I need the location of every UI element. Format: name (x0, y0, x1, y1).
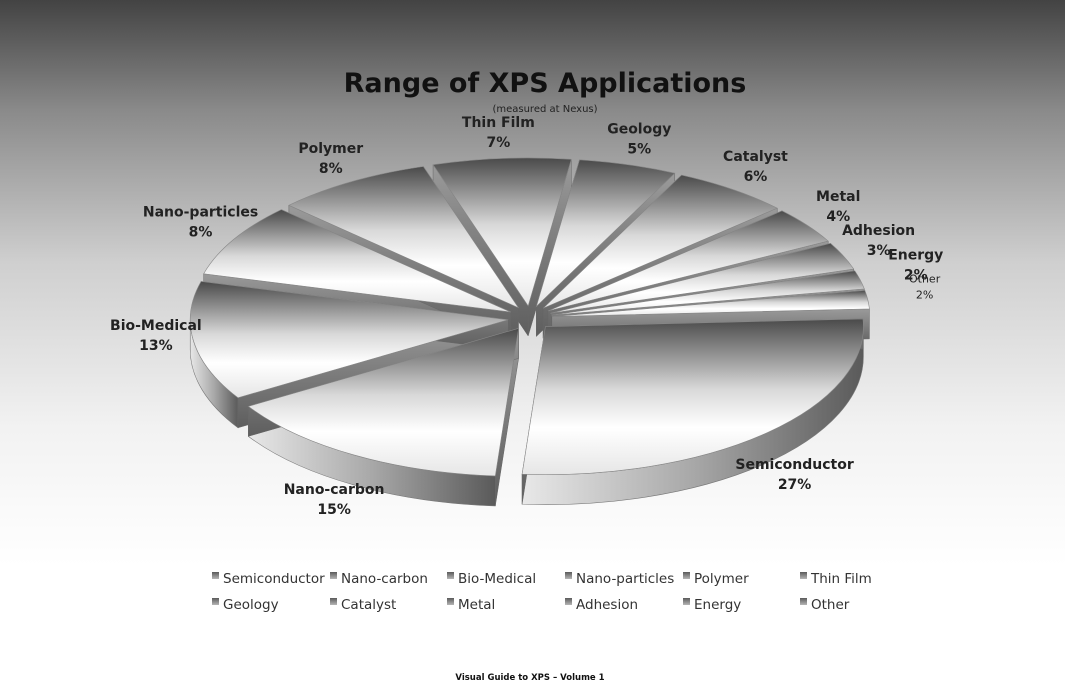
pie-slice-top (550, 243, 855, 314)
chart-subtitle: (measured at Nexus) (492, 104, 597, 115)
slice-label-adhesion: Adhesion (842, 223, 915, 239)
pie-slice-top (203, 209, 511, 313)
legend-label-catalyst: Catalyst (341, 597, 396, 613)
pie-slice-top (542, 174, 778, 309)
slice-label-other: Other (909, 273, 941, 286)
legend-label-nano-particles: Nano-particles (576, 571, 674, 587)
slice-value-catalyst: 6% (744, 169, 768, 185)
legend-swatch-nano-particles (565, 572, 572, 579)
legend-swatch-adhesion (565, 598, 572, 605)
pie-slice-top (551, 270, 865, 316)
slice-value-metal: 4% (826, 209, 850, 225)
slice-labels: Semiconductor 27% Nano-carbon 15% Bio-Medica… (110, 115, 943, 518)
pie-slice-top (547, 210, 829, 312)
pie-slice-nano-carbon (247, 327, 519, 507)
slice-value-polymer: 8% (319, 161, 343, 177)
legend-label-metal: Metal (458, 597, 495, 613)
slice-value-energy: 2% (904, 267, 928, 283)
legend-label-thin-film: Thin Film (810, 571, 872, 587)
slice-value-adhesion: 3% (867, 243, 891, 259)
slice-label-polymer: Polymer (298, 141, 363, 157)
pie-slice-top (521, 318, 864, 475)
slice-value-bio-medical: 13% (139, 338, 173, 354)
legend-label-other: Other (811, 597, 850, 613)
legend-swatch-energy (683, 598, 690, 605)
pie-slice-top (247, 327, 519, 477)
pie-slice-top (535, 159, 676, 308)
slice-value-semiconductor: 27% (778, 477, 812, 493)
legend-label-adhesion: Adhesion (576, 597, 638, 613)
chart-title: Range of XPS Applications (344, 68, 747, 99)
legend-swatch-other (800, 598, 807, 605)
legend-label-polymer: Polymer (694, 571, 749, 587)
slice-value-nano-carbon: 15% (317, 502, 351, 518)
pie-slice-top (432, 157, 572, 307)
slice-value-nano-particles: 8% (189, 225, 213, 241)
pie-slice-top (189, 281, 509, 399)
slice-label-catalyst: Catalyst (723, 149, 788, 165)
slice-label-bio-medical: Bio-Medical (110, 318, 202, 334)
slice-label-nano-carbon: Nano-carbon (284, 482, 385, 498)
legend-swatch-bio-medical (447, 572, 454, 579)
legend-swatch-metal (447, 598, 454, 605)
legend-swatch-thin-film (800, 572, 807, 579)
slice-value-thin-film: 7% (486, 135, 510, 151)
legend-swatch-catalyst (330, 598, 337, 605)
slice-label-nano-particles: Nano-particles (143, 205, 258, 221)
pie-slice-top (551, 290, 870, 317)
slice-label-geology: Geology (607, 122, 671, 138)
slice-label-thin-film: Thin Film (462, 115, 535, 131)
legend-label-geology: Geology (223, 597, 279, 613)
slice-label-metal: Metal (816, 189, 860, 205)
slice-label-semiconductor: Semiconductor (735, 457, 853, 473)
legend-swatch-geology (212, 598, 219, 605)
pie-slice-top (288, 166, 520, 309)
pie-slice-semiconductor (521, 318, 864, 505)
legend-swatch-polymer (683, 572, 690, 579)
legend-label-energy: Energy (694, 597, 741, 613)
slice-label-energy: Energy (888, 247, 943, 263)
legend-swatch-nano-carbon (330, 572, 337, 579)
legend-label-semiconductor: Semiconductor (223, 571, 325, 587)
footer-text: Visual Guide to XPS – Volume 1 (455, 673, 604, 683)
pie-slices (189, 157, 870, 507)
slice-value-other: 2% (916, 289, 933, 302)
legend: Semiconductor Nano-carbon Bio-Medical Nano-… (212, 571, 872, 613)
legend-label-nano-carbon: Nano-carbon (341, 571, 428, 587)
slice-value-geology: 5% (627, 142, 651, 158)
legend-swatch-semiconductor (212, 572, 219, 579)
legend-label-bio-medical: Bio-Medical (458, 571, 536, 587)
